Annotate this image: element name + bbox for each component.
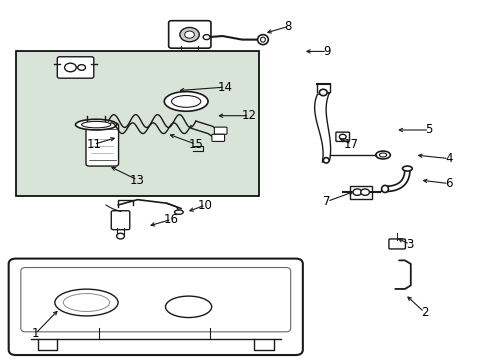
- Ellipse shape: [55, 289, 118, 316]
- Circle shape: [203, 35, 209, 40]
- FancyBboxPatch shape: [214, 127, 226, 134]
- Text: 10: 10: [198, 198, 213, 212]
- Ellipse shape: [81, 121, 111, 128]
- Text: 5: 5: [425, 123, 432, 136]
- Text: 14: 14: [217, 81, 232, 94]
- Circle shape: [64, 63, 76, 72]
- Circle shape: [78, 64, 85, 70]
- Circle shape: [116, 233, 124, 239]
- Text: 2: 2: [420, 306, 427, 319]
- FancyBboxPatch shape: [168, 21, 210, 48]
- Text: 13: 13: [130, 174, 144, 186]
- Ellipse shape: [379, 153, 386, 157]
- Text: 16: 16: [164, 213, 179, 226]
- Ellipse shape: [75, 119, 117, 130]
- Ellipse shape: [319, 89, 326, 96]
- Text: 17: 17: [343, 138, 358, 151]
- Text: 7: 7: [323, 195, 330, 208]
- FancyBboxPatch shape: [86, 123, 118, 166]
- FancyBboxPatch shape: [350, 186, 371, 199]
- Circle shape: [352, 189, 361, 195]
- Text: 9: 9: [323, 45, 330, 58]
- Ellipse shape: [323, 158, 328, 163]
- Ellipse shape: [375, 151, 389, 159]
- Ellipse shape: [257, 35, 268, 45]
- FancyBboxPatch shape: [211, 134, 224, 141]
- Ellipse shape: [402, 166, 411, 171]
- Polygon shape: [314, 93, 330, 162]
- Circle shape: [339, 134, 346, 139]
- FancyBboxPatch shape: [111, 211, 129, 230]
- Text: 8: 8: [284, 20, 291, 33]
- Text: 12: 12: [242, 109, 256, 122]
- Text: 3: 3: [406, 238, 413, 251]
- Ellipse shape: [381, 185, 387, 193]
- Text: 1: 1: [32, 327, 39, 340]
- Ellipse shape: [171, 95, 201, 107]
- Circle shape: [180, 27, 199, 42]
- Ellipse shape: [165, 296, 211, 318]
- Circle shape: [184, 31, 194, 38]
- FancyBboxPatch shape: [388, 239, 405, 249]
- FancyBboxPatch shape: [9, 258, 302, 355]
- Circle shape: [360, 189, 369, 195]
- Ellipse shape: [174, 210, 183, 214]
- FancyBboxPatch shape: [335, 132, 349, 141]
- Text: 15: 15: [188, 138, 203, 151]
- Text: 4: 4: [444, 152, 451, 165]
- FancyBboxPatch shape: [57, 57, 94, 78]
- Text: 11: 11: [86, 138, 101, 151]
- Ellipse shape: [260, 37, 265, 42]
- Ellipse shape: [164, 91, 207, 111]
- Bar: [16, 51, 259, 196]
- Text: 6: 6: [444, 177, 451, 190]
